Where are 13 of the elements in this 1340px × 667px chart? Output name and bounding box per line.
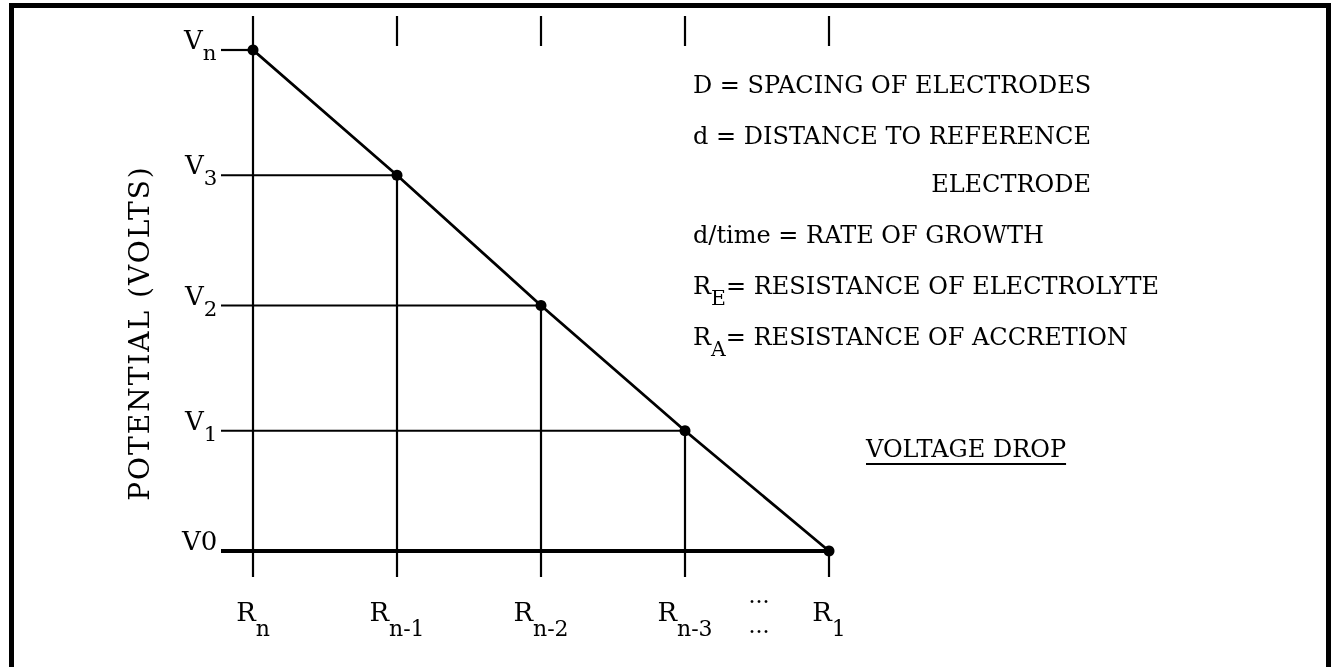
text: V0 xyxy=(182,526,218,558)
annotation: R$_{E}$= RESISTANCE OF ELECTROLYTE xyxy=(693,271,1160,311)
text: VOLTAGE DROP xyxy=(866,435,1067,464)
annotation: d/time = RATE OF GROWTH xyxy=(693,220,1044,251)
annotation: D = SPACING OF ELECTRODES xyxy=(693,70,1092,101)
annotation: V$_{2}$ xyxy=(185,280,218,321)
annotation: R$_{A}$= RESISTANCE OF ACCRETION xyxy=(693,322,1128,362)
annotation: V$_{3}$ xyxy=(185,150,218,190)
text: ... xyxy=(748,583,770,610)
text: ... xyxy=(748,613,770,640)
annotation: V$_{1}$ xyxy=(185,405,218,446)
annotation: V$_{n}$ xyxy=(184,25,217,65)
y-axis-title: POTENTIAL (VOLTS) xyxy=(123,165,157,501)
